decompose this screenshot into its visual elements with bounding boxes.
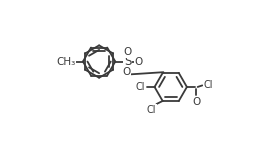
- Text: CH₃: CH₃: [56, 56, 75, 67]
- Text: O: O: [192, 97, 200, 107]
- Text: O: O: [122, 67, 130, 77]
- Text: Cl: Cl: [204, 80, 213, 90]
- Text: Cl: Cl: [136, 82, 145, 92]
- Text: Cl: Cl: [147, 105, 157, 115]
- Text: O: O: [124, 47, 132, 57]
- Text: O: O: [134, 56, 143, 67]
- Text: S: S: [124, 55, 131, 68]
